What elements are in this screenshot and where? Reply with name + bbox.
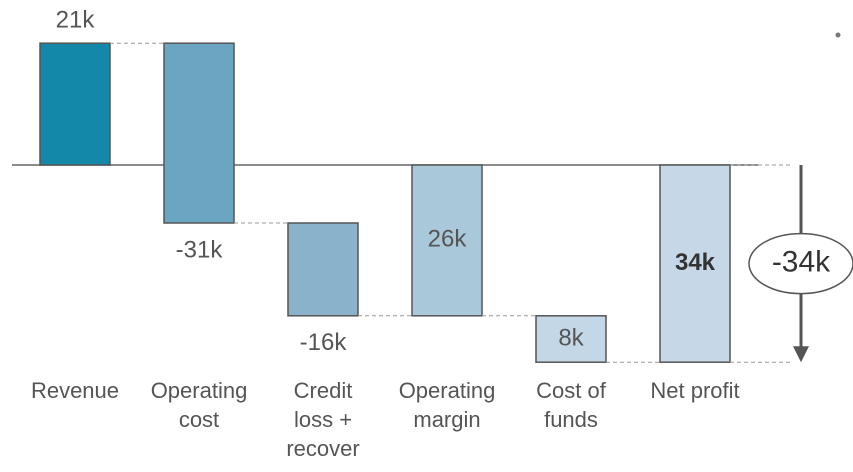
- bar: [411, 164, 483, 317]
- value-label: 21k: [56, 7, 96, 34]
- category-label: Operating margin: [398, 378, 496, 432]
- bar: [659, 164, 731, 363]
- value-label: 34k: [675, 249, 716, 276]
- category-label: Revenue: [30, 378, 120, 403]
- value-label: -31k: [176, 236, 224, 263]
- bar: [535, 315, 607, 363]
- value-label: -16k: [300, 329, 348, 356]
- arrow-head: [793, 346, 809, 363]
- value-label: 8k: [558, 324, 584, 351]
- category-label: Net profit: [650, 378, 740, 403]
- bullet: [835, 32, 841, 38]
- value-label: 26k: [428, 226, 468, 253]
- bar: [287, 222, 359, 317]
- annotation-label: -34k: [772, 246, 831, 279]
- annotation-ring: [748, 232, 853, 295]
- bar: [39, 42, 111, 166]
- bar: [163, 42, 235, 224]
- category-label: Credit loss + recover: [286, 378, 360, 461]
- category-label: Cost of funds: [536, 378, 606, 432]
- category-label: Operating cost: [150, 378, 248, 432]
